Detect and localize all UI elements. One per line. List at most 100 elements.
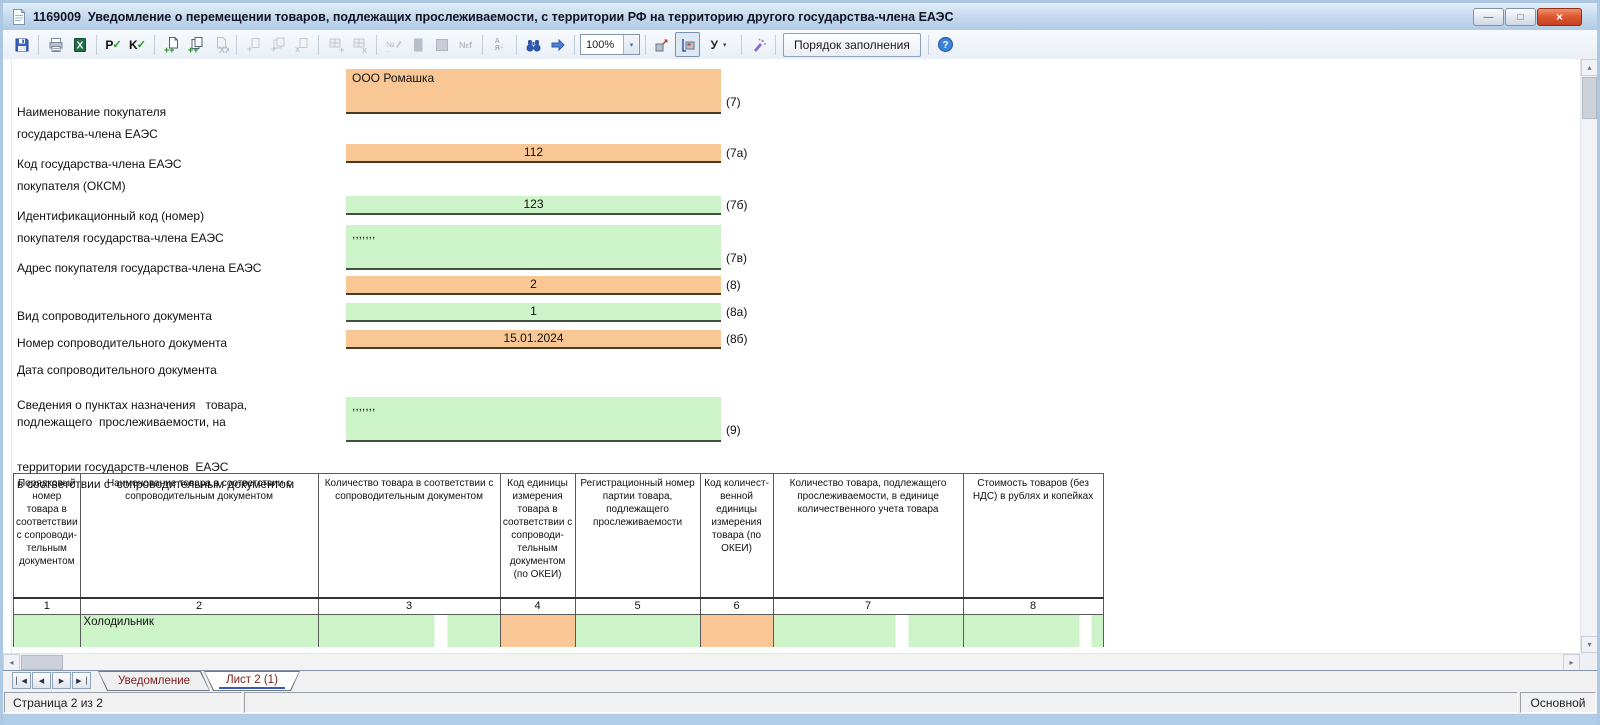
add-sheet-icon: ++ — [164, 36, 178, 54]
svg-text:...: ... — [386, 48, 391, 53]
field-7b-input[interactable]: 123 — [346, 196, 721, 215]
block-tool-button[interactable] — [406, 33, 429, 56]
field-7v-ref: (7в) — [726, 251, 748, 265]
maximize-button[interactable]: □ — [1505, 8, 1536, 26]
scrollbar-corner — [1580, 653, 1597, 670]
delete-sheet-button[interactable]: XX — [208, 33, 231, 56]
field-9-ref: (9) — [726, 423, 741, 437]
tab-uvedomlenie[interactable]: Уведомление — [98, 671, 210, 691]
field-7a-ref: (7а) — [726, 146, 748, 160]
scroll-left-button[interactable]: ◂ — [3, 654, 20, 671]
svg-text:?: ? — [942, 40, 948, 51]
horizontal-scrollbar[interactable]: ◂ ▸ — [3, 653, 1580, 671]
close-button[interactable]: × — [1537, 8, 1582, 26]
cell-unit-code[interactable] — [499, 614, 576, 647]
prev-sheet-button[interactable]: ◀ — [32, 672, 51, 689]
tab-list-2-1[interactable]: Лист 2 (1) — [204, 671, 300, 691]
cell-row-number[interactable] — [13, 614, 81, 647]
last-sheet-button[interactable]: ▶▕ — [72, 672, 91, 689]
toolbar-separator — [645, 34, 646, 55]
next-sheet-button[interactable]: ▶ — [52, 672, 71, 689]
field-7v-input[interactable]: ,,,,,,, — [346, 225, 721, 270]
toolbar-separator — [376, 34, 377, 55]
table-header-row: Порядковый номер товара в соответствии с… — [13, 473, 1104, 599]
vertical-scrollbar[interactable]: ▴ ▾ — [1580, 59, 1597, 653]
field-8-label: Вид сопроводительного документа — [17, 309, 212, 323]
minimize-button[interactable]: — — [1473, 8, 1504, 26]
edit-number-button[interactable]: №... — [382, 33, 405, 56]
wand-icon — [753, 38, 766, 52]
save-button[interactable] — [10, 33, 33, 56]
cell-traceable-quantity[interactable] — [772, 614, 964, 647]
delete-section-icon: x — [295, 37, 307, 54]
add-sheet-button[interactable]: ++ — [160, 33, 183, 56]
style-wand-button[interactable] — [747, 33, 770, 56]
col-header: Порядковый номер товара в соответствии с… — [13, 473, 81, 599]
add-row-button[interactable]: + — [324, 33, 347, 56]
zoom-select[interactable]: 100% ▾ — [580, 34, 640, 55]
cell-cost[interactable] — [962, 614, 1104, 647]
vertical-scroll-thumb[interactable] — [1582, 77, 1597, 119]
scroll-up-button[interactable]: ▴ — [1581, 59, 1597, 76]
cell-quantity-unit-code[interactable] — [699, 614, 774, 647]
k-check-button[interactable]: K ✓ — [129, 37, 146, 52]
svg-text:+: + — [247, 44, 252, 54]
field-8-input[interactable]: 2 — [346, 276, 721, 295]
toolbar-separator — [154, 34, 155, 55]
print-button[interactable] — [44, 33, 67, 56]
printer-icon — [49, 37, 62, 52]
first-sheet-button[interactable]: ▏◀ — [12, 672, 31, 689]
fill-order-button[interactable]: Порядок заполнения — [783, 32, 921, 57]
toolbar: X P✓ K✓ ++ ++ XX + + x + x №... №f АЯ↓ 1… — [3, 30, 1597, 60]
cell-product-name[interactable]: Холодильник — [79, 614, 319, 647]
field-7-input[interactable]: ООО Ромашка — [346, 69, 721, 114]
active-tab-underline — [219, 687, 285, 689]
delete-row-icon: x — [353, 38, 367, 54]
delete-section-button[interactable]: x — [290, 33, 313, 56]
cell-batch-number[interactable] — [574, 614, 701, 647]
col-header: Код количест-венной единицы измерения то… — [699, 473, 774, 599]
field-7a-input[interactable]: 112 — [346, 144, 721, 163]
copy-sheet-button[interactable]: ++ — [184, 33, 207, 56]
delete-sheet-icon: XX — [216, 36, 229, 54]
arrow-down-icon: ▾ — [1587, 640, 1592, 649]
field-8a-input[interactable]: 1 — [346, 303, 721, 322]
add-section-button[interactable]: + — [242, 33, 265, 56]
scale-layout-button[interactable] — [651, 33, 674, 56]
find-button[interactable] — [522, 33, 545, 56]
floppy-disk-icon — [15, 38, 28, 51]
toolbar-separator — [482, 34, 483, 55]
toolbar-separator — [927, 34, 929, 55]
sort-button[interactable]: А Я ↓ — [494, 37, 505, 52]
svg-text:№: № — [386, 40, 395, 49]
table-row: Холодильник — [13, 614, 1104, 647]
horizontal-scroll-thumb[interactable] — [21, 655, 63, 670]
delete-row-button[interactable]: x — [348, 33, 371, 56]
page-status: Страница 2 из 2 — [4, 692, 242, 713]
svg-text:x: x — [295, 44, 300, 54]
field-9-input[interactable]: ,,,,,,, — [346, 397, 721, 442]
help-button[interactable]: ? — [934, 33, 957, 56]
cell-quantity[interactable] — [317, 614, 501, 647]
sheet-tab-bar: ▏◀ ◀ ▶ ▶▕ Уведомление Лист 2 (1) — [3, 670, 1597, 691]
scroll-down-button[interactable]: ▾ — [1581, 636, 1597, 653]
help-icon: ? — [937, 37, 953, 52]
field-8b-input[interactable]: 15.01.2024 — [346, 330, 721, 349]
go-to-button[interactable] — [546, 33, 569, 56]
left-margin-rule — [11, 59, 12, 653]
block2-icon — [435, 38, 448, 51]
formula-number-button[interactable]: №f — [458, 39, 473, 50]
window-title: 1169009 Уведомление о перемещении товаро… — [33, 9, 954, 24]
copy-section-button[interactable]: + — [266, 33, 289, 56]
block-tool2-button[interactable] — [430, 33, 453, 56]
u-dropdown-button[interactable]: У ▾ — [710, 37, 727, 52]
chevron-down-icon[interactable]: ▾ — [623, 35, 639, 54]
p-check-button[interactable]: P ✓ — [105, 37, 122, 52]
toolbar-separator — [318, 34, 319, 55]
svg-text:++: ++ — [188, 45, 199, 54]
arrow-up-icon: ▴ — [1587, 63, 1592, 72]
scroll-right-button[interactable]: ▸ — [1563, 654, 1580, 671]
excel-export-button[interactable]: X — [68, 33, 91, 56]
panel-layout-button[interactable] — [675, 32, 700, 57]
